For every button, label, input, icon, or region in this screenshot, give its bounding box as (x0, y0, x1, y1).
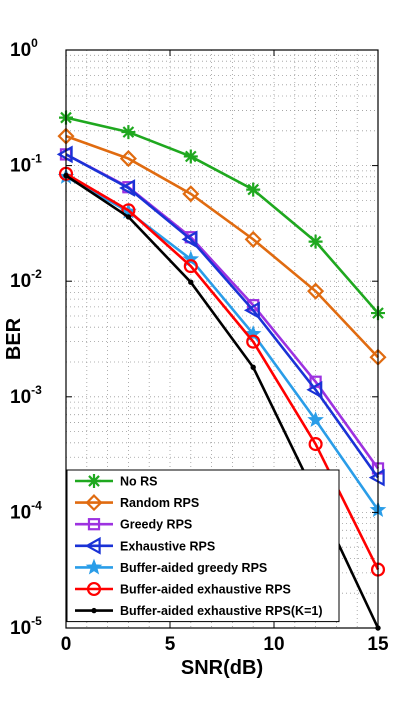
series-line (65, 153, 380, 479)
legend: No RS Random RPS Greedy RPS Exhaustive RPS B… (66, 469, 340, 623)
legend-item: Buffer-aided greedy RPS (75, 558, 267, 575)
data-point-star (85, 558, 103, 575)
data-point-asterisk (308, 234, 323, 249)
data-point-triangle (56, 145, 73, 164)
y-tick-label: 10-4 (10, 498, 42, 523)
data-point-circle (246, 334, 261, 349)
y-tick-label: 10-3 (10, 383, 42, 408)
data-point-diamond (244, 230, 262, 248)
legend-label: Exhaustive RPS (120, 539, 215, 553)
data-point-circle (183, 259, 198, 274)
x-tick-label: 5 (165, 634, 176, 655)
data-point-dot (125, 214, 132, 220)
data-point-triangle (368, 468, 385, 487)
legend-item: Buffer-aided exhaustive RPS (75, 581, 291, 597)
plot-frame (65, 49, 379, 629)
legend-label: Buffer-aided greedy RPS (120, 561, 267, 575)
data-point-asterisk (121, 125, 136, 140)
data-point-circle (86, 581, 102, 597)
data-point-asterisk (87, 474, 101, 488)
x-tick-label: 0 (61, 634, 72, 655)
data-point-square (87, 518, 101, 531)
data-point-triangle (306, 380, 323, 399)
data-point-star (244, 325, 262, 341)
y-tick-label: 10-5 (10, 614, 42, 639)
series-line (65, 172, 380, 571)
legend-label: No RS (120, 475, 158, 489)
series-line (65, 175, 380, 511)
data-point-asterisk (246, 182, 261, 197)
data-point-asterisk (183, 149, 198, 164)
data-point-diamond (182, 185, 200, 203)
data-point-circle (308, 437, 323, 452)
y-tick-label: 100 (10, 36, 38, 61)
legend-item: Random RPS (75, 494, 199, 512)
legend-item: Greedy RPS (75, 518, 192, 532)
data-point-dot (250, 364, 256, 370)
x-tick-label: 10 (263, 634, 284, 655)
series-line (65, 134, 379, 359)
data-point-star (307, 411, 324, 428)
data-point-dot (188, 279, 194, 285)
data-point-triangle (181, 230, 198, 249)
y-axis-label: BER (3, 317, 25, 360)
series-group (56, 145, 385, 487)
data-point-diamond (307, 282, 325, 300)
x-tick-label: 15 (367, 634, 389, 655)
legend-label: Buffer-aided exhaustive RPS (120, 583, 291, 597)
axis-ticks (65, 49, 379, 629)
legend-item: No RS (75, 474, 158, 489)
data-point-triangle (84, 536, 101, 555)
tick-labels: 0 5 10 15 100 10-1 10-2 10-3 10-4 10-5 (10, 36, 389, 655)
series-line (65, 116, 379, 314)
data-point-triangle (119, 179, 136, 197)
x-axis-label: SNR(dB) (181, 657, 263, 679)
legend-label: Random RPS (120, 496, 199, 510)
data-point-triangle (243, 301, 260, 320)
data-point-diamond (85, 494, 103, 512)
legend-label: Buffer-aided exhaustive RPS(K=1) (120, 604, 322, 618)
data-point-star (182, 250, 200, 267)
y-tick-label: 10-1 (10, 152, 42, 177)
y-tick-label: 10-2 (10, 267, 42, 292)
data-point-dot (91, 607, 97, 614)
legend-item: Exhaustive RPS (75, 536, 215, 555)
legend-item: Buffer-aided exhaustive RPS(K=1) (75, 604, 322, 618)
data-point-diamond (119, 150, 137, 168)
legend-label: Greedy RPS (120, 518, 192, 532)
